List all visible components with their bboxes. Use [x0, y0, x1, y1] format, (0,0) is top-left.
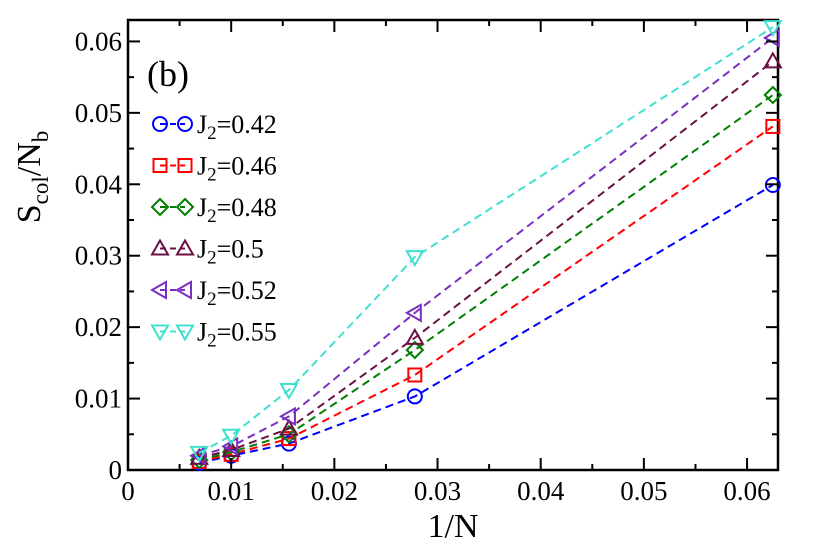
legend-marker	[174, 280, 192, 300]
legend-marker	[152, 116, 168, 132]
data-point	[221, 428, 241, 446]
data-point	[765, 118, 781, 134]
data-point	[405, 340, 425, 360]
legend-item: J2=0.5	[150, 235, 264, 269]
x-axis-title: 1/N	[428, 508, 479, 545]
legend-label-value: =0.52	[217, 276, 277, 305]
series-line	[198, 94, 774, 461]
legend-item: J2=0.42	[152, 110, 277, 144]
legend-label: J2=0.42	[197, 110, 277, 144]
data-point	[763, 20, 783, 38]
series-line	[198, 26, 774, 454]
legend-label-value: =0.42	[217, 110, 277, 139]
y-axis-title: Scol/Nb	[11, 131, 53, 224]
data-point	[189, 445, 209, 463]
plot-frame	[126, 18, 780, 472]
data-point	[405, 250, 425, 268]
panel-label: (b)	[147, 54, 189, 94]
y-tick-label: 0.06	[75, 26, 122, 56]
legend-item: J2=0.46	[152, 152, 277, 186]
data-point	[405, 327, 425, 345]
legend-label-value: =0.48	[217, 193, 277, 222]
y-tick-label: 0.04	[75, 169, 123, 199]
data-point	[404, 303, 422, 323]
legend-label: J2=0.55	[197, 318, 277, 352]
y-axis-title-mid: /N	[11, 142, 48, 176]
series-line	[198, 125, 774, 463]
x-tick-label: 0.04	[517, 476, 565, 506]
y-tick-label: 0.05	[75, 98, 122, 128]
legend-item: J2=0.48	[150, 193, 277, 227]
data-point	[763, 51, 783, 69]
x-tick-label: 0.02	[311, 476, 358, 506]
y-tick-label: 0.01	[75, 384, 122, 414]
x-tick-label: 0.01	[208, 476, 255, 506]
legend-marker	[152, 158, 168, 173]
series-3	[189, 51, 783, 465]
data-point	[764, 177, 781, 193]
legend-label-sub: 2	[207, 248, 217, 269]
y-tick-label: 0.02	[75, 312, 122, 342]
legend-label-prefix: J	[197, 152, 207, 181]
legend-label: J2=0.52	[197, 276, 277, 310]
x-tick-label: 0	[121, 476, 135, 506]
legend-label-sub: 2	[207, 165, 217, 186]
x-tick-label: 0.06	[723, 476, 770, 506]
legend-marker	[177, 116, 193, 132]
legend-label: J2=0.5	[197, 235, 264, 269]
data-point	[281, 431, 297, 447]
legend-label-value: =0.55	[217, 318, 277, 347]
legend-label-sub: 2	[207, 289, 217, 310]
data-point	[279, 383, 299, 401]
plot-area	[126, 18, 780, 472]
y-axis-title-sub2: b	[28, 131, 53, 143]
legend-item: J2=0.55	[150, 318, 277, 352]
y-tick-label: 0.03	[75, 241, 122, 271]
legend-label: J2=0.46	[197, 152, 277, 186]
series-layer	[189, 20, 783, 471]
legend-marker	[150, 238, 170, 256]
legend-label-value: =0.46	[217, 152, 277, 181]
legend-marker	[150, 197, 170, 217]
legend-marker	[177, 158, 193, 173]
y-tick-label: 0	[109, 455, 123, 485]
y-axis-title-main: S	[11, 204, 48, 223]
legend-marker	[175, 324, 195, 342]
data-point	[278, 406, 296, 427]
series-5	[189, 20, 783, 463]
legend-item: J2=0.52	[149, 276, 277, 310]
legend-label: J2=0.48	[197, 193, 277, 227]
legend-marker	[149, 280, 167, 300]
legend-label-sub: 2	[207, 331, 217, 352]
legend-label-prefix: J	[197, 110, 207, 139]
legend-label-prefix: J	[197, 235, 207, 264]
series-0	[191, 177, 781, 471]
series-2	[189, 85, 783, 470]
y-axis-title-sub: col	[28, 176, 53, 204]
x-tick-label: 0.05	[620, 476, 667, 506]
legend-marker	[175, 238, 195, 256]
data-point	[763, 85, 783, 105]
data-point	[407, 367, 423, 383]
series-line	[198, 37, 774, 457]
tick-layer: 0 0.01 0.02 0.03 0.04 0.05 0.06 0 0.01 0.02 0.03 0.…	[75, 20, 778, 506]
legend: J2=0.42J2=0.46J2=0.48J2=0.5J2=0.52J2=0.5…	[149, 110, 277, 352]
legend-label-prefix: J	[197, 318, 207, 347]
legend-marker	[175, 197, 195, 217]
legend-label-value: =0.5	[217, 235, 264, 264]
data-point	[279, 418, 299, 436]
series-line	[198, 60, 774, 459]
legend-label-prefix: J	[197, 276, 207, 305]
x-tick-label: 0.03	[414, 476, 461, 506]
series-line	[198, 184, 774, 464]
legend-marker	[150, 324, 170, 342]
legend-label-sub: 2	[207, 123, 217, 144]
legend-label-prefix: J	[197, 193, 207, 222]
data-point	[406, 388, 423, 405]
legend-label-sub: 2	[207, 206, 217, 227]
